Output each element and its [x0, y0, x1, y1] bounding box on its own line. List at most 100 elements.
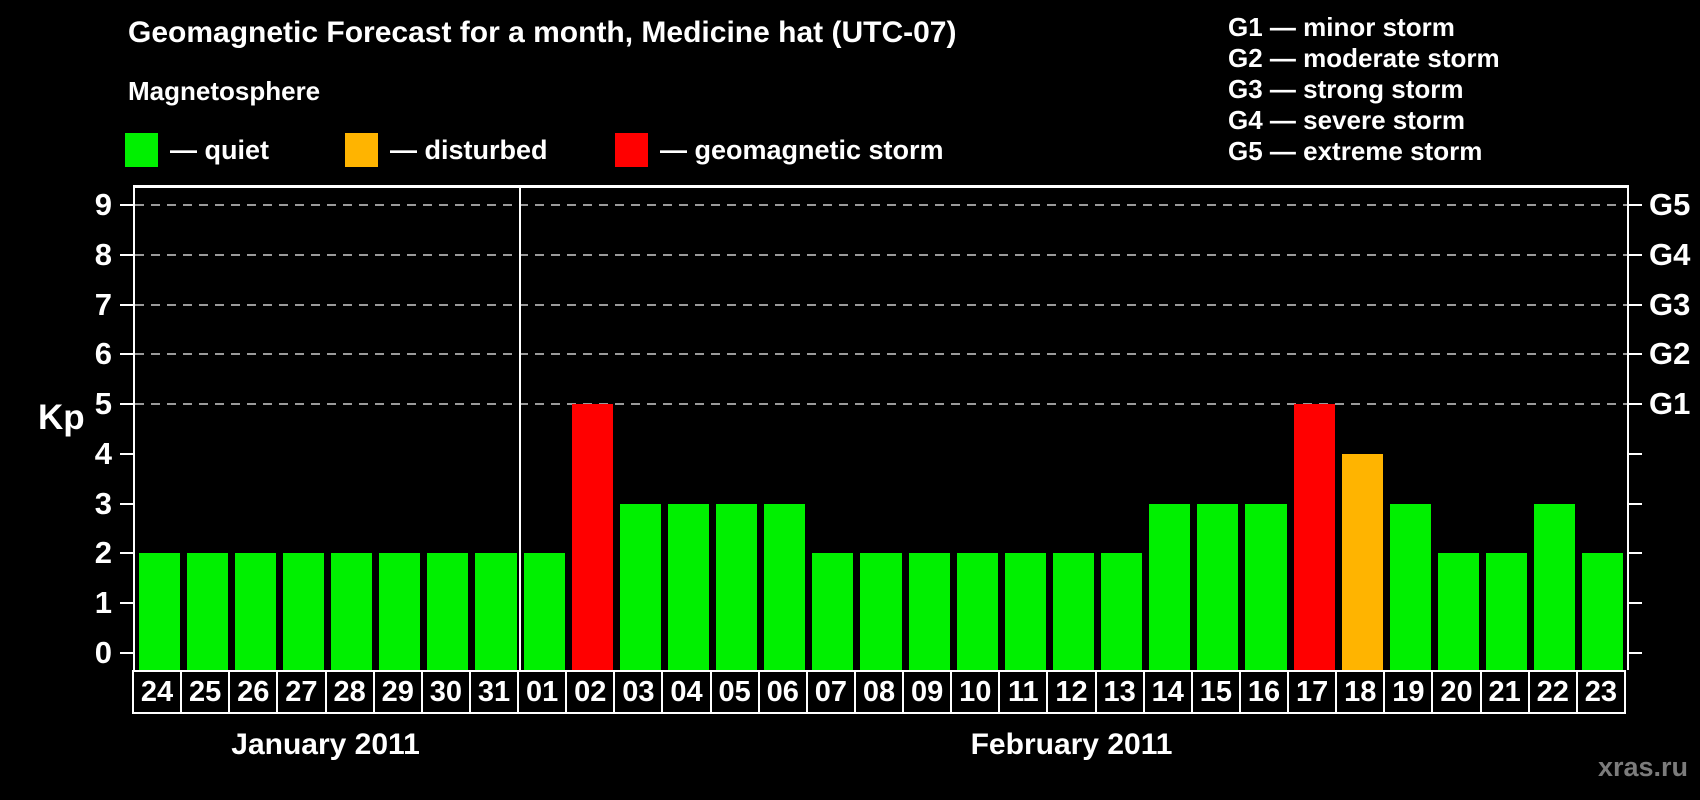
day-label-04: 04	[661, 670, 712, 714]
month-label-0: January 2011	[231, 728, 420, 761]
right-tick-7	[1629, 303, 1642, 306]
g-axis-label-g5: G5	[1649, 186, 1691, 222]
month-label-1: February 2011	[970, 728, 1173, 761]
y-tick-label-4: 4	[94, 435, 112, 471]
y-tick-4	[120, 452, 133, 455]
y-tick-8	[120, 253, 133, 256]
bar-day-05	[716, 503, 758, 670]
month-separator-0	[519, 188, 522, 670]
legend-swatch-quiet	[125, 133, 158, 167]
day-label-31: 31	[468, 670, 520, 714]
day-label-18: 18	[1335, 670, 1386, 714]
y-tick-label-3: 3	[94, 485, 112, 521]
bar-day-18	[1341, 453, 1383, 670]
legend-label-disturbed: — disturbed	[390, 134, 548, 165]
g-axis-label-g2: G2	[1649, 336, 1691, 372]
y-tick-2	[120, 552, 133, 555]
day-label-23: 23	[1575, 670, 1626, 714]
watermark: xras.ru	[1597, 752, 1688, 782]
bar-day-14	[1149, 503, 1191, 670]
y-tick-9	[120, 203, 133, 206]
bar-day-12	[1052, 553, 1095, 670]
bar-day-02	[571, 404, 613, 670]
y-tick-label-6: 6	[94, 336, 112, 372]
y-tick-6	[120, 353, 133, 356]
bar-day-01	[523, 553, 565, 670]
right-tick-9	[1629, 203, 1642, 206]
right-tick-3	[1629, 502, 1642, 505]
right-tick-2	[1629, 552, 1642, 555]
y-tick-label-5: 5	[94, 386, 112, 422]
bar-day-04	[667, 503, 710, 670]
bar-day-20	[1437, 553, 1480, 670]
bar-day-07	[812, 553, 854, 670]
day-label-10: 10	[950, 670, 1001, 714]
day-label-28: 28	[324, 670, 375, 714]
bar-day-24	[138, 553, 180, 670]
gridline-kp9	[135, 203, 1627, 206]
bar-day-11	[1004, 553, 1046, 670]
y-tick-5	[120, 403, 133, 406]
bar-day-29	[379, 553, 421, 670]
day-label-29: 29	[372, 670, 423, 714]
day-label-11: 11	[998, 670, 1049, 714]
bar-day-06	[764, 503, 806, 670]
g-axis-label-g1: G1	[1649, 386, 1691, 422]
y-tick-label-1: 1	[94, 585, 112, 621]
x-axis-day-labels: 24 25 26 27 28 29 30 31 01 02 03 04 05 06 07 08 09 10 11 12…	[132, 670, 1626, 714]
g-legend-line-3: G3 — strong storm	[1228, 74, 1464, 104]
legend-swatch-disturbed	[345, 133, 378, 167]
right-tick-8	[1629, 253, 1642, 256]
bar-day-08	[860, 553, 902, 670]
day-label-06: 06	[757, 670, 808, 714]
bar-day-26	[234, 553, 276, 670]
y-tick-1	[120, 602, 133, 605]
bar-day-27	[282, 553, 324, 670]
y-tick-label-9: 9	[94, 186, 112, 222]
right-tick-0	[1629, 652, 1642, 654]
day-label-21: 21	[1479, 670, 1530, 714]
gridline-kp6	[135, 353, 1627, 356]
bar-day-31	[475, 553, 517, 670]
day-label-01: 01	[517, 670, 568, 714]
bar-day-22	[1534, 503, 1576, 670]
y-tick-label-8: 8	[94, 236, 112, 272]
day-label-13: 13	[1094, 670, 1145, 714]
legend-label-quiet: — quiet	[170, 134, 269, 165]
right-tick-6	[1629, 353, 1642, 356]
bar-day-09	[908, 553, 950, 670]
day-label-12: 12	[1046, 670, 1097, 714]
g-legend-line-5: G5 — extreme storm	[1228, 136, 1483, 166]
magnetosphere-legend-title: Magnetosphere	[128, 76, 321, 106]
plot-area: 0 1 2 3 4 5 6 7 8 9 G1 G2 G3 G4 G5	[95, 185, 1690, 670]
y-tick-label-7: 7	[94, 286, 112, 322]
legend-swatch-storm	[615, 133, 648, 167]
bar-day-19	[1389, 503, 1431, 670]
g-legend-line-4: G4 — severe storm	[1228, 105, 1466, 135]
bar-day-13	[1101, 553, 1143, 670]
y-tick-3	[120, 502, 133, 505]
day-label-02: 02	[565, 670, 616, 714]
day-label-26: 26	[228, 670, 279, 714]
day-label-03: 03	[613, 670, 664, 714]
bar-day-10	[956, 553, 998, 670]
day-label-16: 16	[1238, 670, 1290, 714]
day-label-14: 14	[1142, 670, 1193, 714]
day-label-07: 07	[805, 670, 856, 714]
g-axis-label-g3: G3	[1649, 286, 1691, 322]
bar-day-21	[1486, 553, 1528, 670]
day-label-25: 25	[180, 670, 231, 714]
bar-day-16	[1245, 503, 1287, 670]
chart-title: Geomagnetic Forecast for a month, Medici…	[128, 16, 957, 49]
y-tick-label-2: 2	[94, 535, 112, 571]
g-legend-line-2: G2 — moderate storm	[1228, 43, 1500, 73]
gridline-kp7	[135, 303, 1627, 306]
day-label-19: 19	[1383, 670, 1434, 714]
right-tick-4	[1629, 452, 1642, 455]
gridline-kp8	[135, 253, 1627, 256]
day-label-27: 27	[276, 670, 327, 714]
bar-day-25	[186, 553, 228, 670]
bar-day-17	[1293, 404, 1335, 670]
y-tick-0	[120, 652, 133, 654]
